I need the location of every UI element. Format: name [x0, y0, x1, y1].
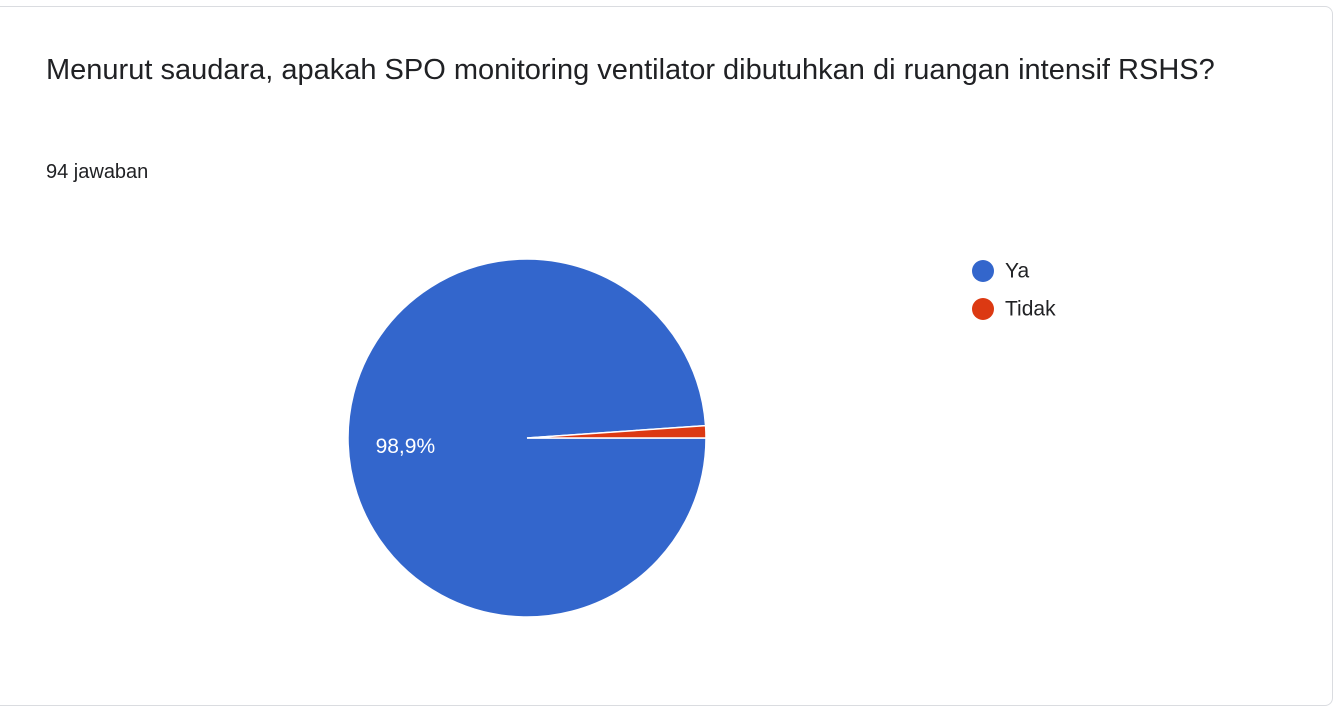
legend-swatch: [972, 298, 994, 320]
page: {"chart_data": {"type": "pie", "title": …: [0, 6, 1333, 706]
response-count: 94 jawaban: [46, 161, 149, 183]
legend-label: Tidak: [1005, 298, 1056, 321]
pie-slice: [526, 424, 707, 439]
legend-swatch: [972, 260, 994, 282]
legend-label: Ya: [1005, 260, 1029, 283]
slice-label: 98,9%: [376, 435, 436, 458]
chart-title: Menurut saudara, apakah SPO monitoring v…: [46, 54, 1215, 86]
chart: 98,9% Ya Tidak: [347, 258, 1056, 618]
